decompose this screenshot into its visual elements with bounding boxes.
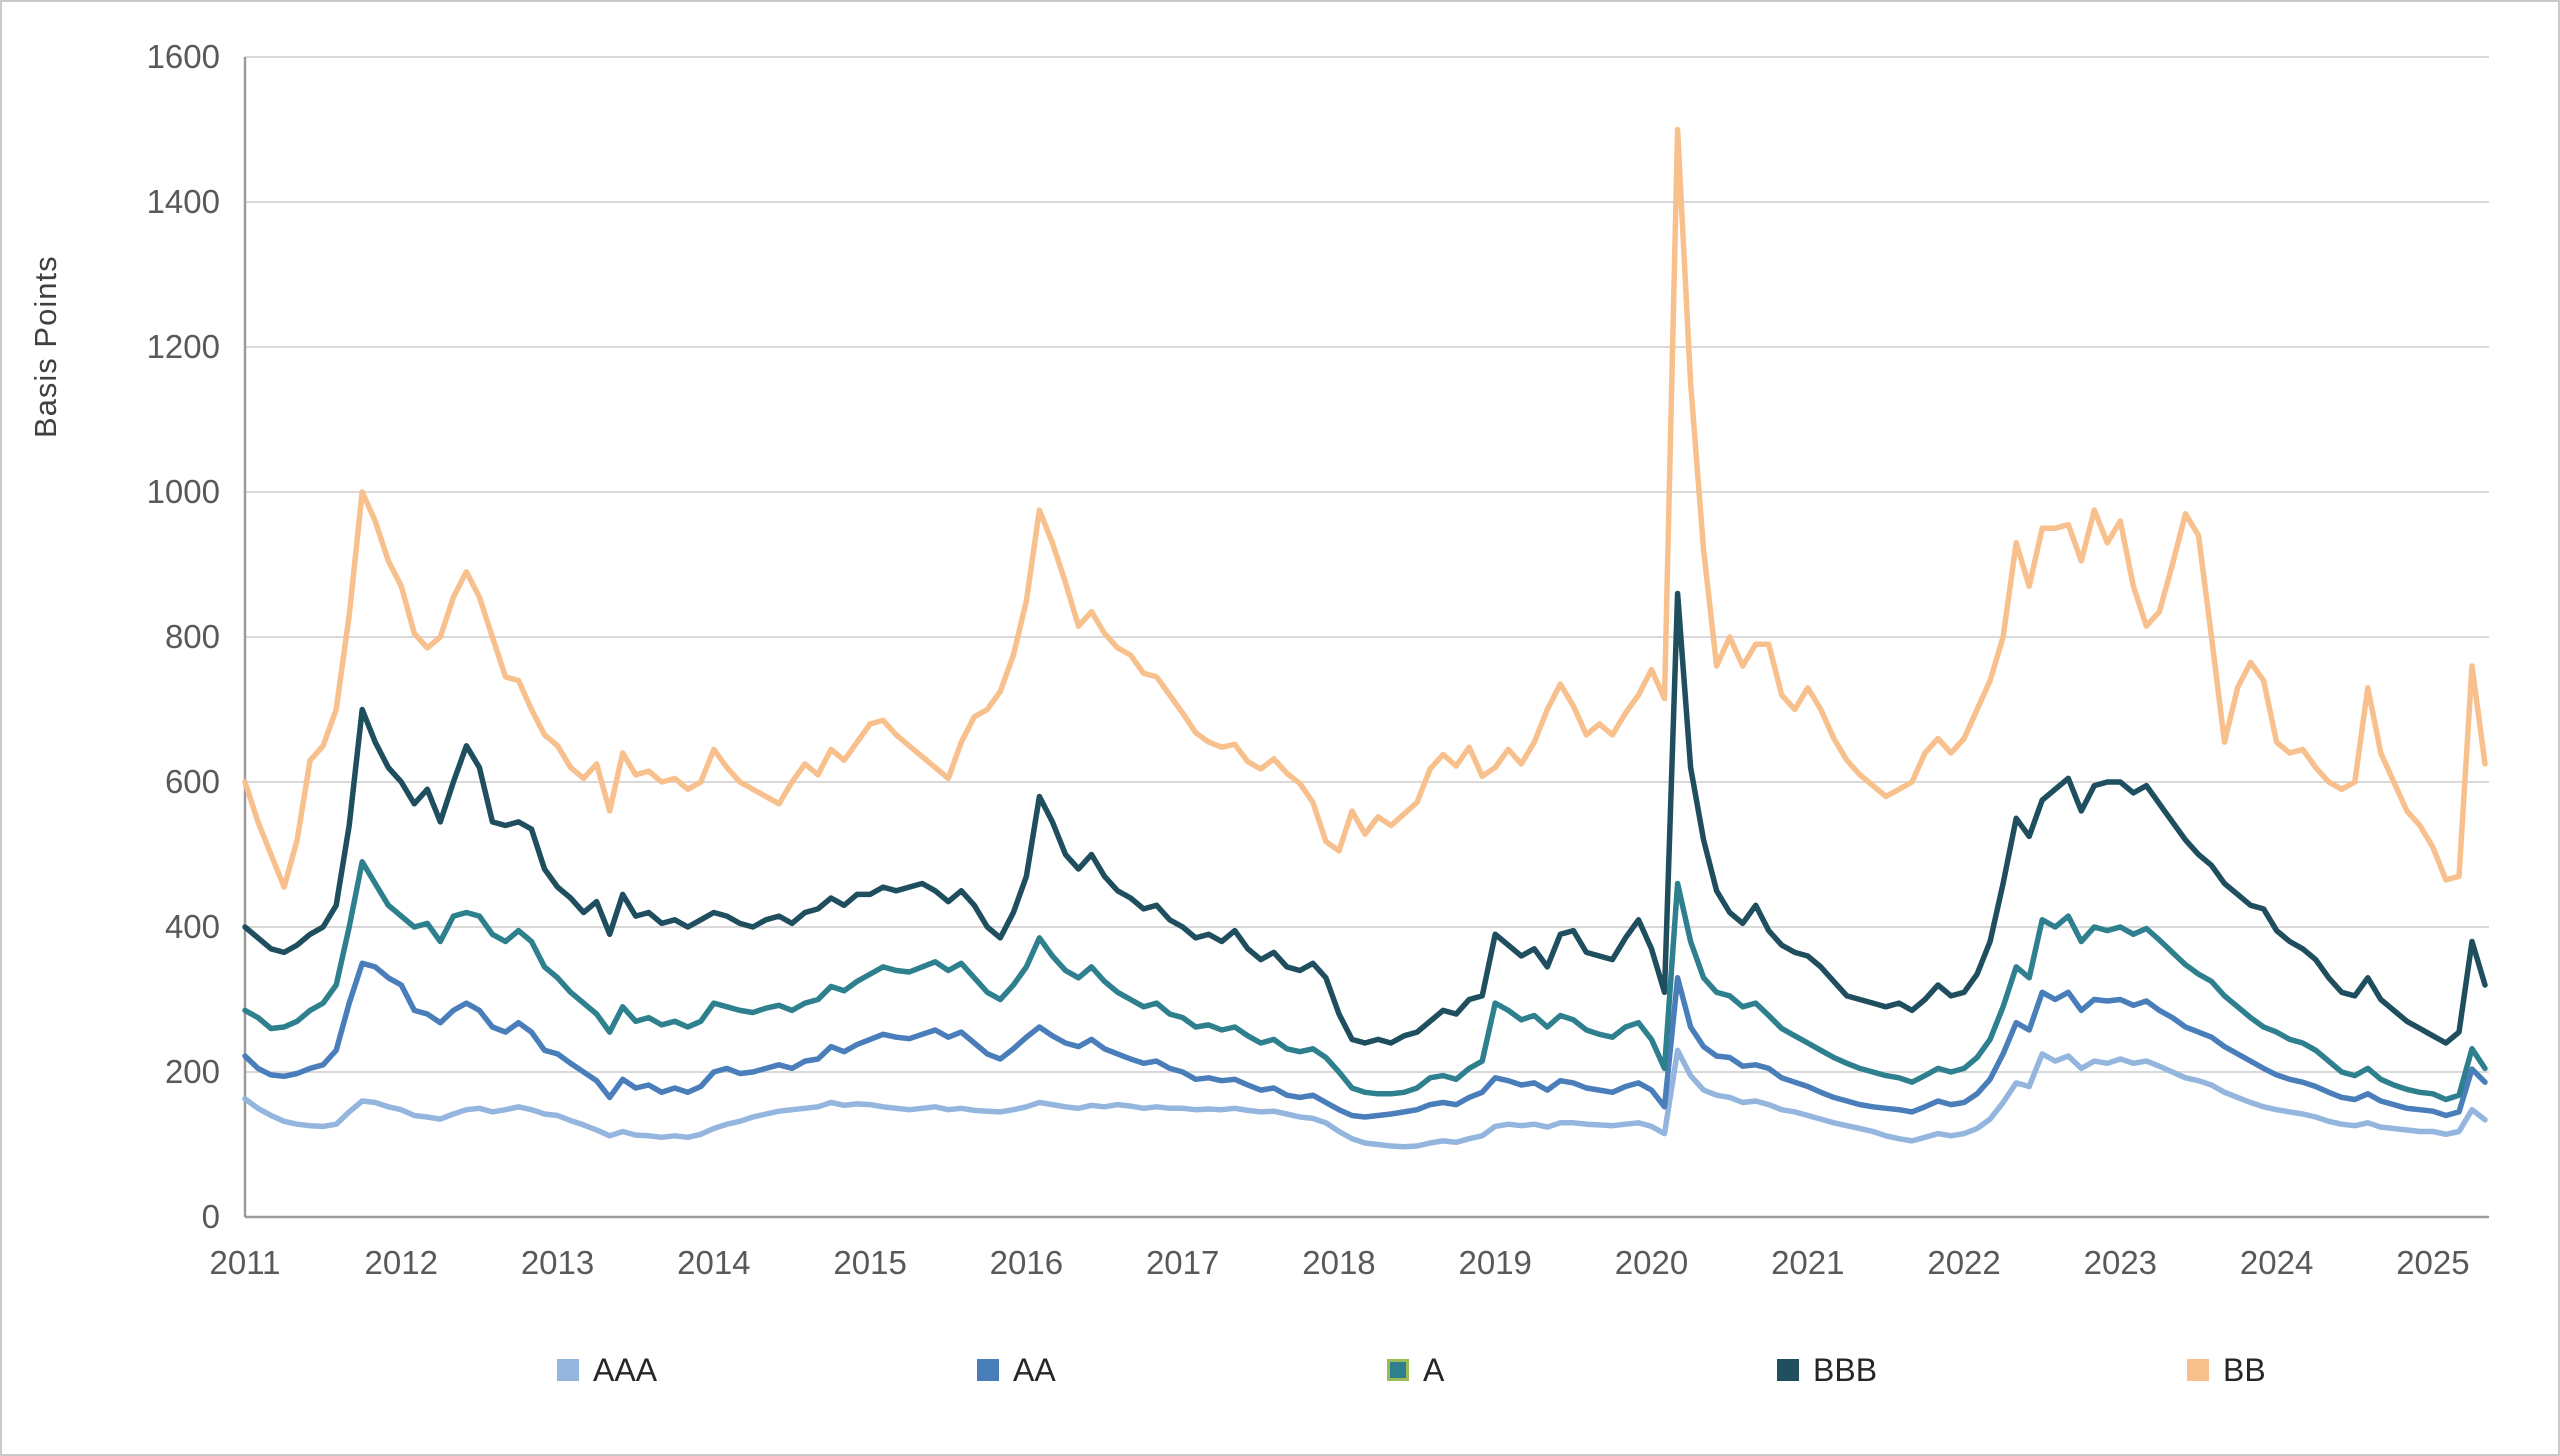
legend-swatch-aaa [557,1359,579,1381]
y-tick-label-1200: 1200 [146,328,220,365]
y-tick-label-800: 800 [164,618,220,655]
series-line-a [242,859,2488,1103]
x-tick-label-2015: 2015 [833,1244,907,1281]
series-line-bbb [242,590,2488,1046]
x-tick-label-2013: 2013 [520,1244,595,1281]
y-tick-label-1000: 1000 [146,473,220,510]
x-tick-label-2025: 2025 [2396,1244,2470,1281]
legend-item-aa: AA [977,1348,1056,1392]
series-line-aa [242,960,2488,1120]
x-tick-label-2014: 2014 [677,1244,751,1281]
y-tick-label-0: 0 [201,1198,220,1235]
y-tick-label-1600: 1600 [146,38,220,75]
x-tick-label-2022: 2022 [1927,1244,2001,1281]
x-tick-label-2024: 2024 [2239,1244,2314,1281]
series-line-bb [242,126,2488,890]
legend-label-bb: BB [2223,1351,2266,1388]
legend-label-aaa: AAA [593,1351,658,1388]
x-tick-label-2011: 2011 [209,1244,281,1281]
legend-item-a: A [1387,1348,1444,1392]
legend-swatch-bb [2187,1359,2209,1381]
legend-label-bbb: BBB [1813,1351,1878,1388]
y-tick-label-1400: 1400 [146,183,220,220]
x-tick-label-2023: 2023 [2083,1244,2158,1281]
x-tick-label-2017: 2017 [1145,1244,1220,1281]
legend-item-aaa: AAA [557,1348,657,1392]
x-tick-label-2021: 2021 [1771,1244,1845,1281]
y-tick-label-200: 200 [164,1053,220,1090]
x-tick-label-2020: 2020 [1614,1244,1689,1281]
legend-label-a: A [1423,1351,1445,1388]
legend-swatch-a [1387,1359,1409,1381]
legend-item-bbb: BBB [1777,1348,1877,1392]
legend-swatch-bbb [1777,1359,1799,1381]
y-tick-label-600: 600 [164,763,220,800]
x-tick-label-2019: 2019 [1458,1244,1532,1281]
legend-label-aa: AA [1013,1351,1056,1388]
legend-swatch-aa [977,1359,999,1381]
y-axis-title: Basis Points [28,255,63,439]
series-line-aaa [242,1047,2488,1150]
x-tick-label-2018: 2018 [1302,1244,1376,1281]
legend-item-bb: BB [2187,1348,2266,1392]
y-tick-label-400: 400 [164,908,220,945]
x-tick-label-2016: 2016 [989,1244,1064,1281]
x-tick-label-2012: 2012 [364,1244,438,1281]
